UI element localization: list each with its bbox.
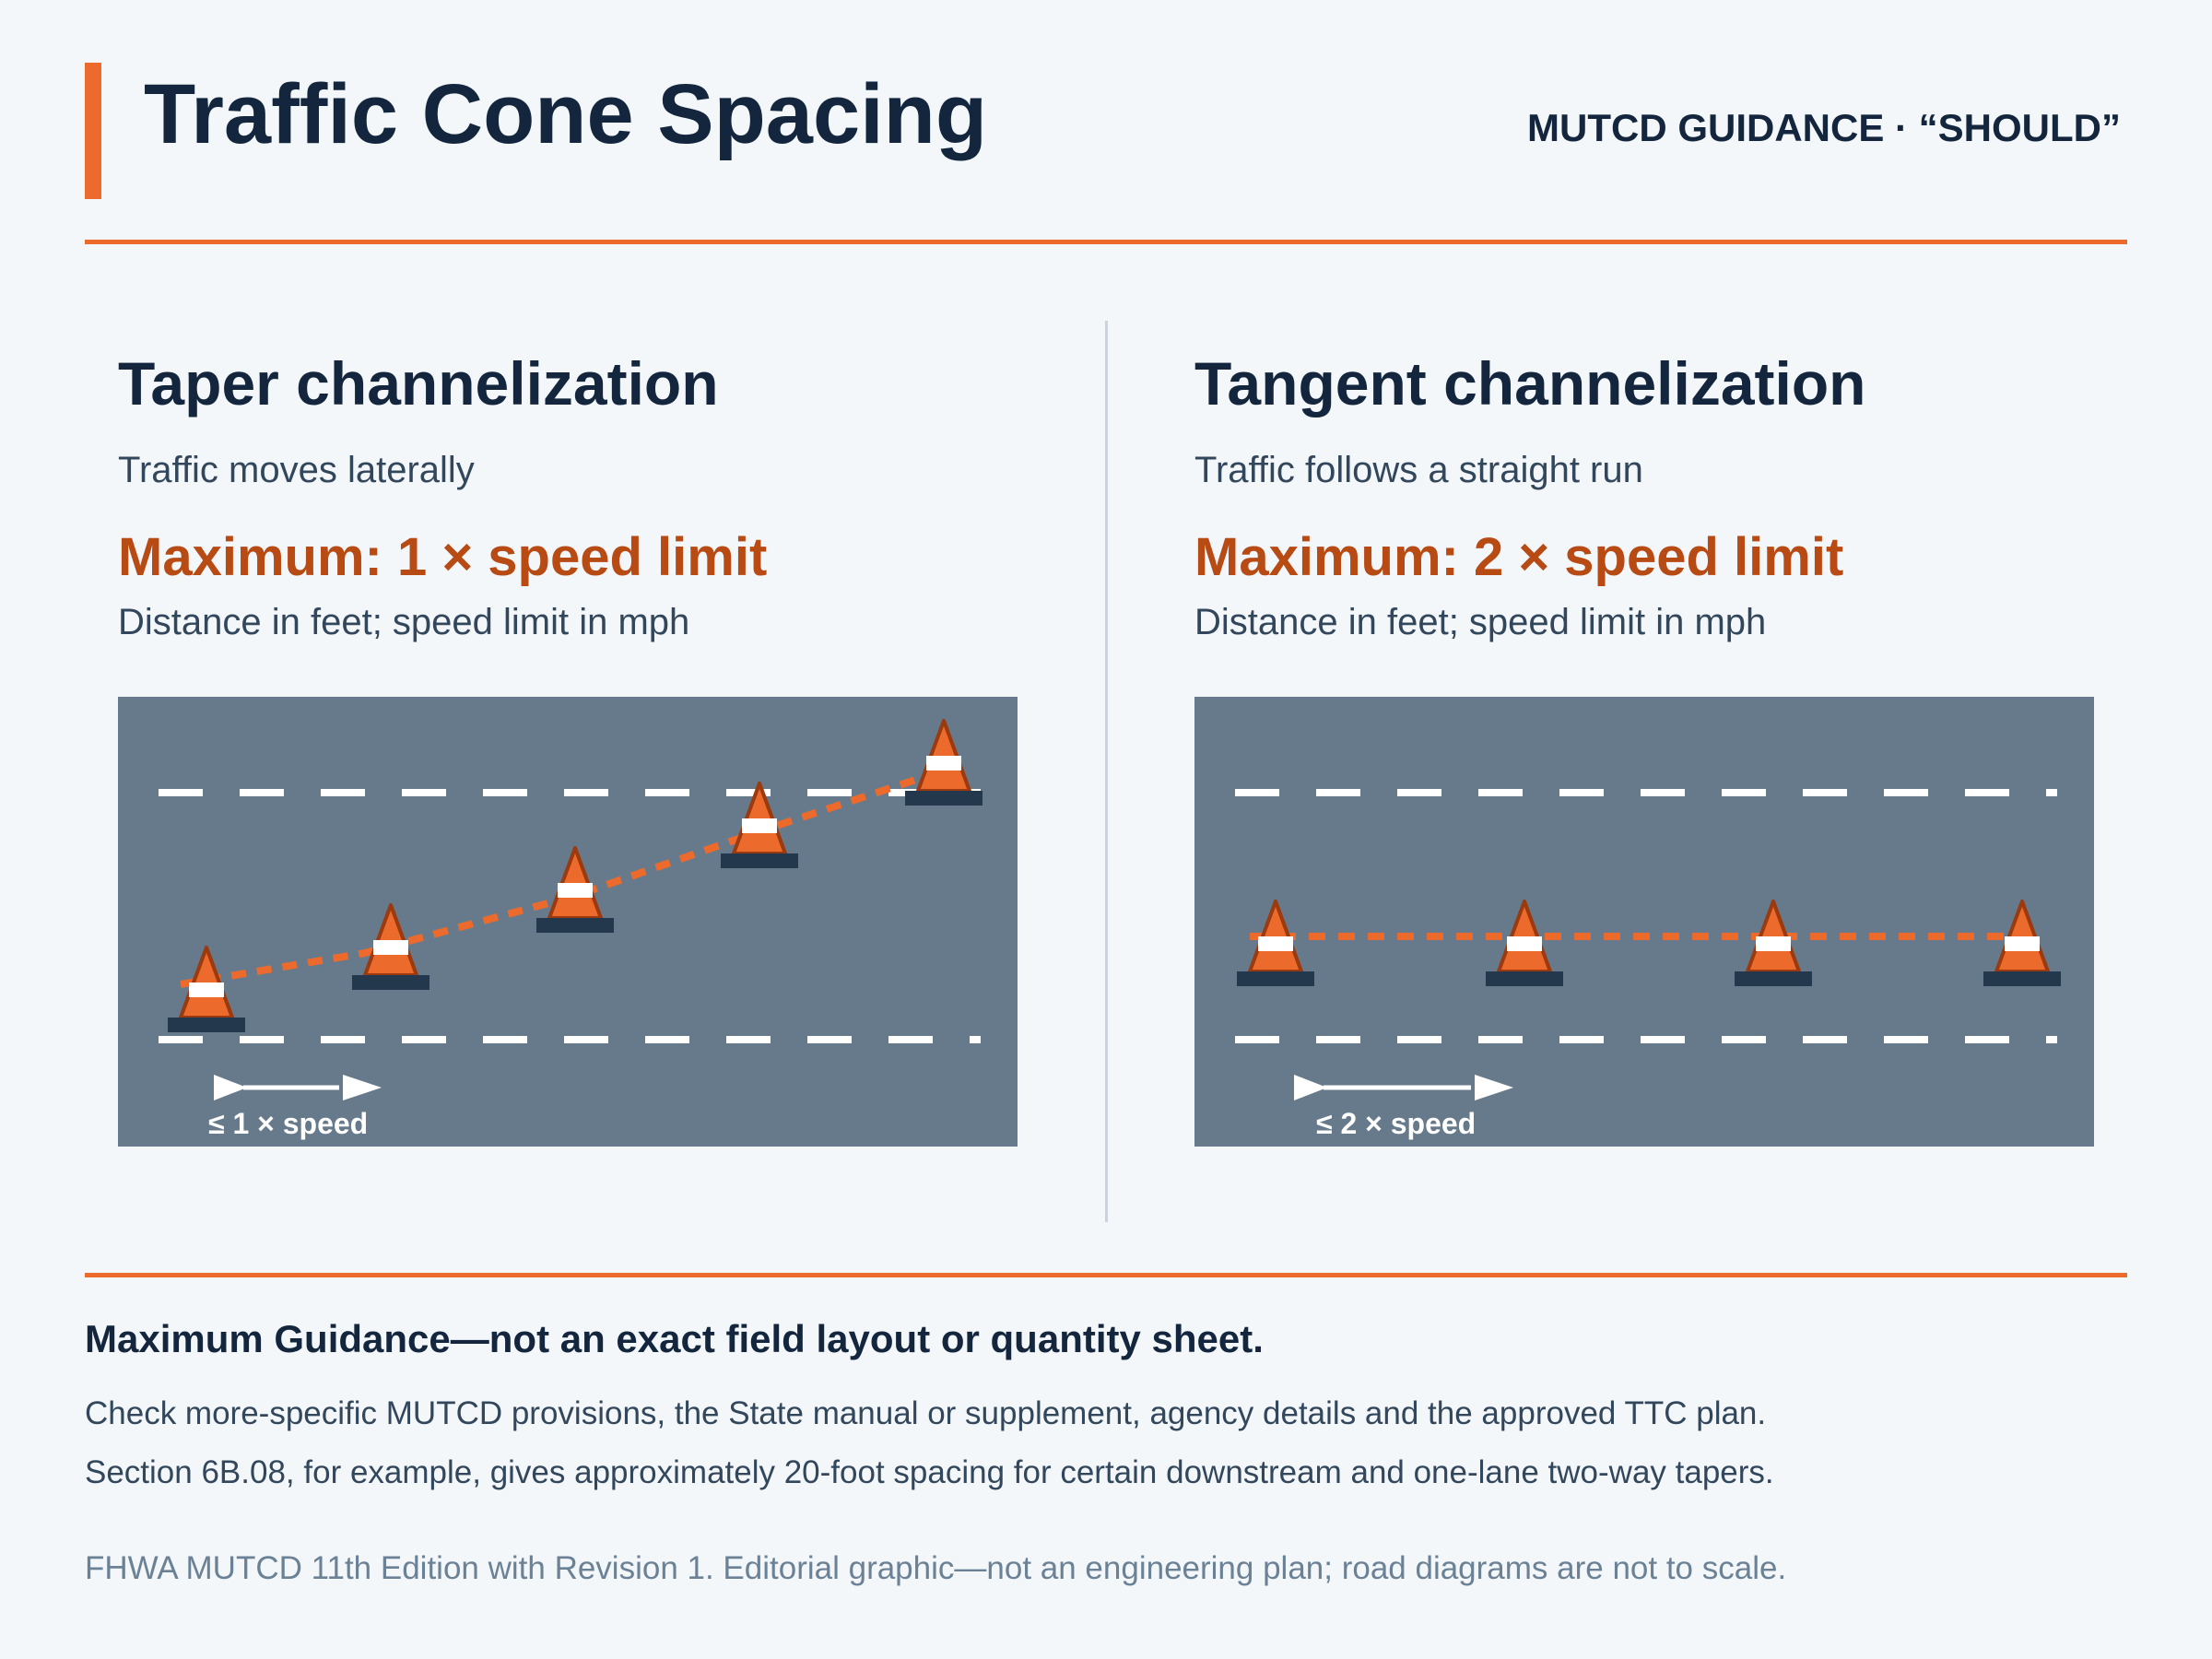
tangent-road-svg: ≤ 2 × speed: [1235, 789, 2061, 1140]
tangent-spacing-label: ≤ 2 × speed: [1316, 1107, 1476, 1140]
column-divider: [1105, 321, 1108, 1222]
traffic-cone-icon: [905, 719, 982, 806]
traffic-cone-icon: [536, 846, 614, 933]
tangent-panel-subtitle: Traffic follows a straight run: [1194, 450, 1643, 490]
disclaimer-heading: Maximum Guidance—not an exact field layo…: [85, 1317, 1264, 1360]
footer-divider: [85, 1273, 2127, 1277]
traffic-cone-icon: [1237, 900, 1314, 986]
taper-units-note: Distance in feet; speed limit in mph: [118, 602, 690, 642]
guidance-note: Check more-specific MUTCD provisions, th…: [85, 1395, 1767, 1431]
guidance-note: Section 6B.08, for example, gives approx…: [85, 1454, 1774, 1490]
guidance-tag: MUTCD GUIDANCE · “SHOULD”: [1527, 106, 2121, 149]
double-arrow-icon: [214, 1075, 382, 1100]
traffic-cone-icon: [1983, 900, 2061, 986]
taper-maximum-rule: Maximum: 1 × speed limit: [118, 527, 768, 587]
source-note: FHWA MUTCD 11th Edition with Revision 1.…: [85, 1550, 1787, 1586]
taper-road-svg: ≤ 1 × speed: [159, 719, 982, 1140]
taper-cone-path: [180, 767, 946, 988]
tangent-road-diagram: ≤ 2 × speed: [1194, 697, 2094, 1147]
tangent-panel-title: Tangent channelization: [1194, 349, 1866, 418]
title-accent-bar: [85, 63, 101, 199]
traffic-cone-icon: [1486, 900, 1563, 986]
header-divider: [85, 240, 2127, 244]
tangent-units-note: Distance in feet; speed limit in mph: [1194, 602, 1767, 642]
traffic-cone-icon: [721, 782, 798, 868]
page-title: Traffic Cone Spacing: [144, 67, 988, 161]
traffic-cone-icon: [1735, 900, 1812, 986]
taper-panel-subtitle: Traffic moves laterally: [118, 450, 475, 490]
taper-panel-title: Taper channelization: [118, 349, 719, 418]
taper-spacing-label: ≤ 1 × speed: [208, 1107, 368, 1140]
taper-road-diagram: ≤ 1 × speed: [118, 697, 1018, 1147]
traffic-cone-icon: [168, 946, 245, 1032]
traffic-cone-icon: [352, 903, 429, 990]
double-arrow-icon: [1294, 1075, 1513, 1100]
tangent-maximum-rule: Maximum: 2 × speed limit: [1194, 527, 1844, 587]
